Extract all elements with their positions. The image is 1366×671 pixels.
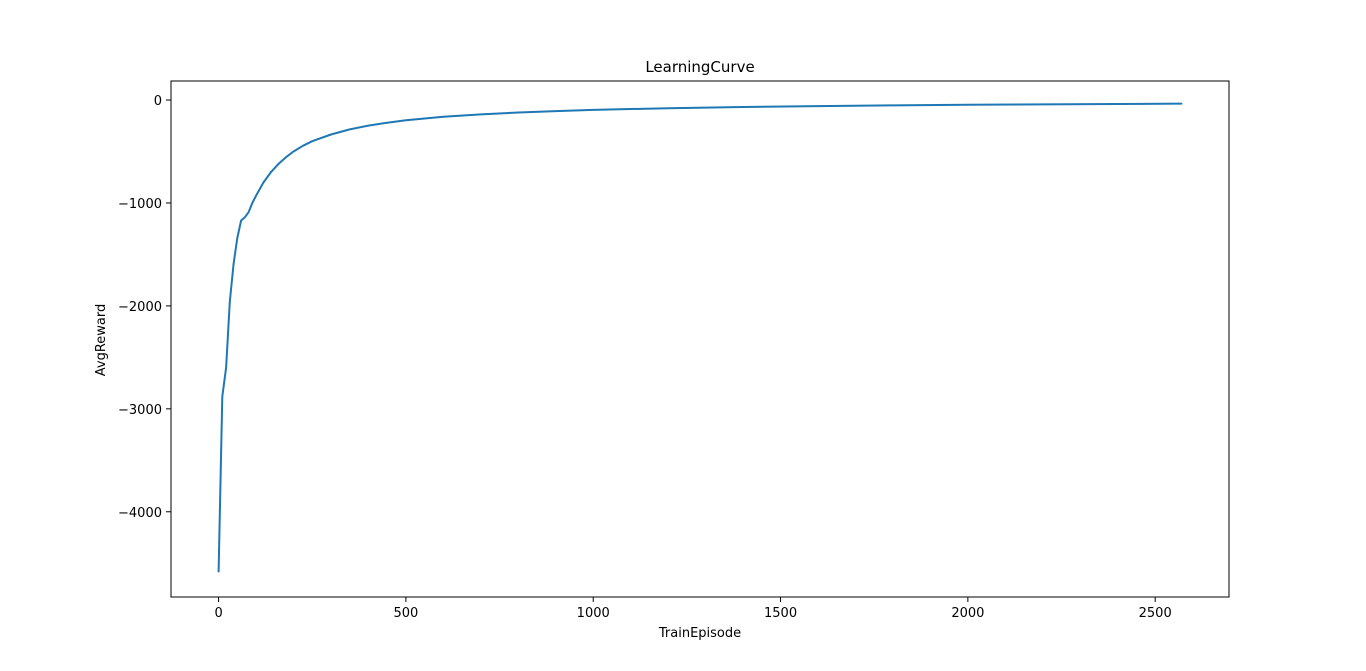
y-tick-label: −1000	[118, 197, 162, 212]
chart-title: LearningCurve	[645, 58, 754, 76]
series-line-0	[217, 102, 1183, 573]
x-axis-title: TrainEpisode	[658, 626, 741, 641]
y-tick-label: −3000	[118, 403, 162, 418]
x-tick-label: 1000	[577, 606, 610, 621]
x-tick-label: 500	[393, 606, 418, 621]
x-axis: 0 500 1000 1500 2000 2500	[214, 597, 1172, 621]
y-tick-label: −4000	[118, 506, 162, 521]
y-axis-title: AvgReward	[94, 304, 109, 377]
plot-area	[217, 102, 1183, 573]
y-tick-label: 0	[154, 94, 162, 109]
axes-frame	[170, 80, 1230, 598]
x-tick-label: 2000	[951, 606, 984, 621]
y-tick-label: −2000	[118, 300, 162, 315]
x-tick-label: 0	[214, 606, 222, 621]
x-tick-label: 1500	[764, 606, 797, 621]
x-tick-label: 2500	[1139, 606, 1172, 621]
y-axis: −4000 −3000 −2000 −1000 0	[118, 94, 171, 521]
